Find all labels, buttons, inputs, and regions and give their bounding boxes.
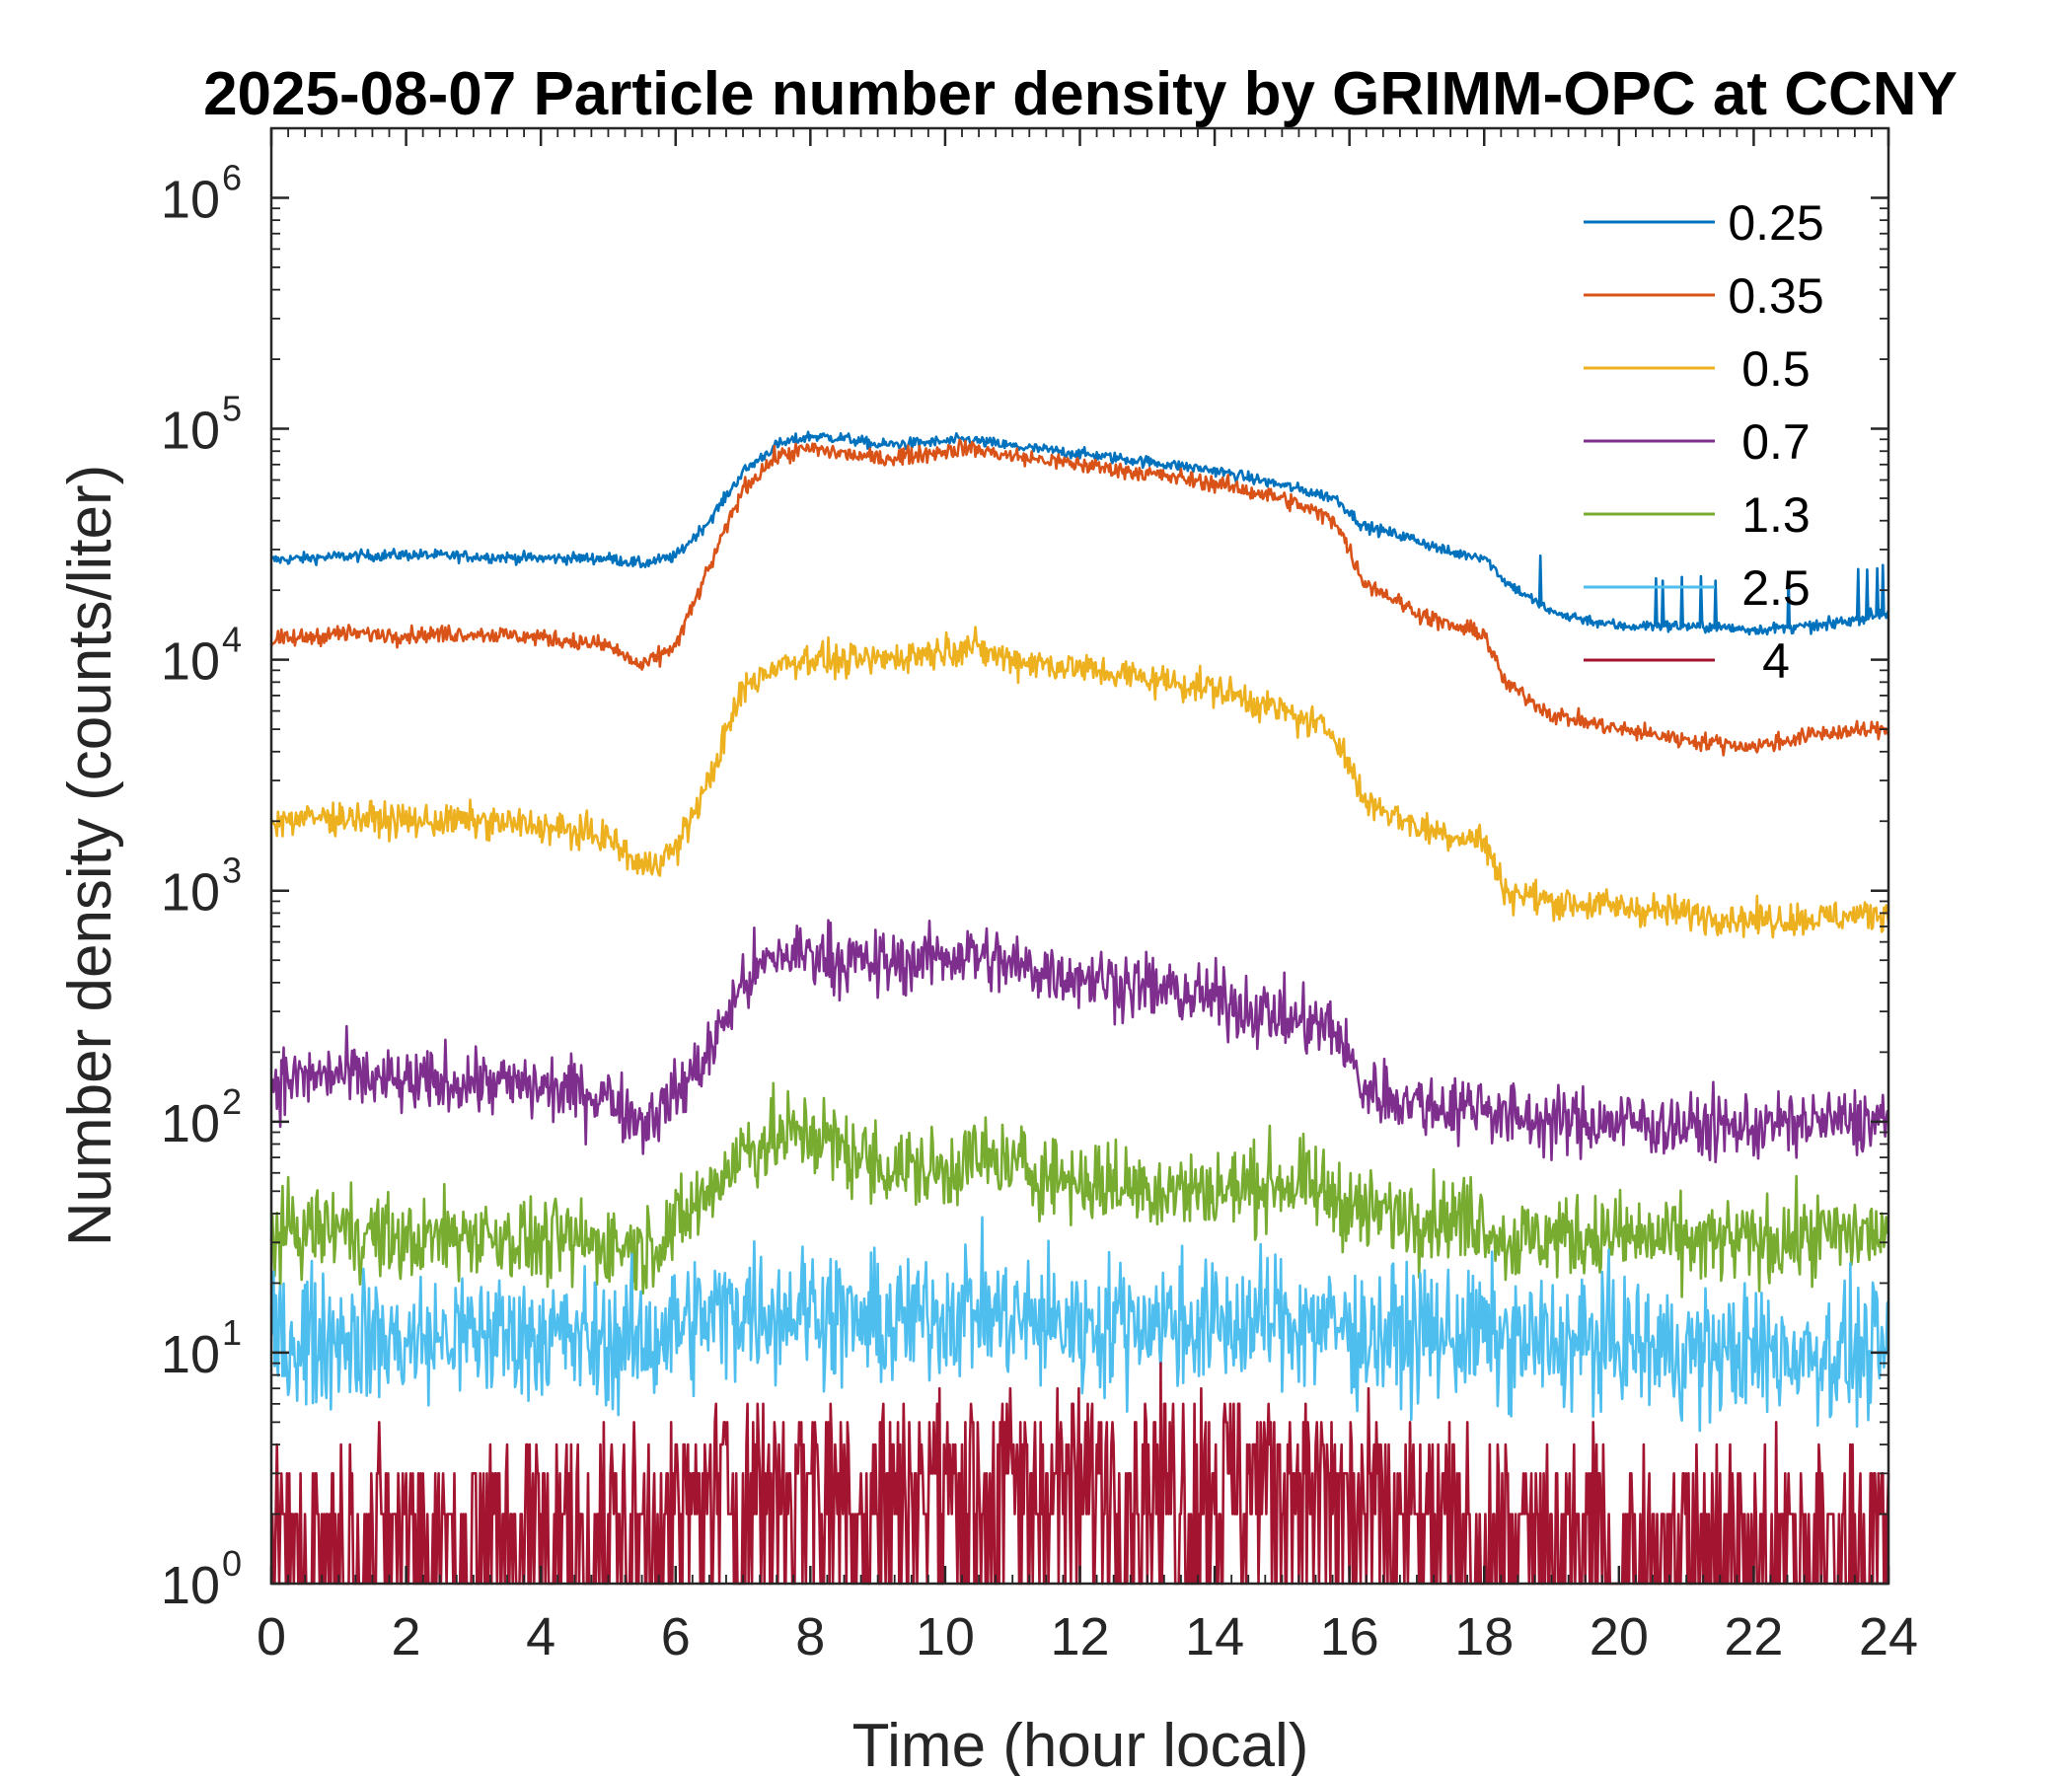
legend-label-0_5: 0.5 — [1741, 341, 1811, 397]
legend-label-1_3: 1.3 — [1741, 487, 1811, 543]
x-tick-label: 6 — [661, 1607, 691, 1666]
legend-label-0_25: 0.25 — [1728, 195, 1823, 251]
x-tick-label: 2 — [392, 1607, 421, 1666]
legend-label-4: 4 — [1762, 633, 1790, 689]
x-tick-label: 0 — [257, 1607, 286, 1666]
series-line-0_35 — [269, 438, 1890, 757]
y-tick-label: 10 — [161, 1556, 220, 1615]
x-tick-label: 18 — [1454, 1607, 1514, 1666]
x-tick-label: 20 — [1590, 1607, 1649, 1666]
x-tick-label: 8 — [795, 1607, 825, 1666]
series-line-2_5 — [269, 1216, 1890, 1433]
x-tick-label: 12 — [1050, 1607, 1109, 1666]
x-tick-label: 22 — [1724, 1607, 1783, 1666]
series-line-1_3 — [269, 1081, 1889, 1298]
series-line-0_7 — [269, 919, 1889, 1164]
y-tick-label: 10 — [161, 1094, 220, 1153]
y-axis-label: Number density (counts/liter) — [56, 465, 124, 1247]
y-tick-exponent: 0 — [222, 1543, 242, 1584]
y-tick-label: 10 — [161, 632, 220, 692]
legend: 0.25 0.35 0.5 0.7 1.3 2.5 4 — [1584, 195, 1824, 689]
y-tick-label: 10 — [161, 1325, 220, 1384]
legend-label-2_5: 2.5 — [1741, 560, 1811, 616]
x-tick-label: 14 — [1185, 1607, 1244, 1666]
y-tick-label: 10 — [161, 863, 220, 923]
x-tick-label: 24 — [1859, 1607, 1918, 1666]
y-tick-exponent: 1 — [222, 1312, 242, 1353]
x-tick-label: 10 — [916, 1607, 975, 1666]
y-tick-exponent: 3 — [222, 851, 242, 891]
x-axis-label: Time (hour local) — [852, 1712, 1309, 1776]
y-tick-exponent: 5 — [222, 389, 242, 429]
y-tick-exponent: 4 — [222, 620, 242, 660]
legend-label-0_7: 0.7 — [1741, 414, 1811, 470]
y-tick-label: 10 — [161, 402, 220, 461]
x-tick-label: 16 — [1320, 1607, 1379, 1666]
y-tick-exponent: 6 — [222, 157, 242, 197]
y-tick-label: 10 — [161, 170, 220, 229]
chart-title: 2025-08-07 Particle number density by GR… — [203, 60, 1958, 128]
legend-label-0_35: 0.35 — [1728, 268, 1823, 324]
series-line-0_25 — [270, 430, 1890, 636]
y-tick-exponent: 2 — [222, 1081, 242, 1122]
series-line-0_5 — [270, 626, 1890, 939]
x-tick-label: 4 — [526, 1607, 555, 1666]
